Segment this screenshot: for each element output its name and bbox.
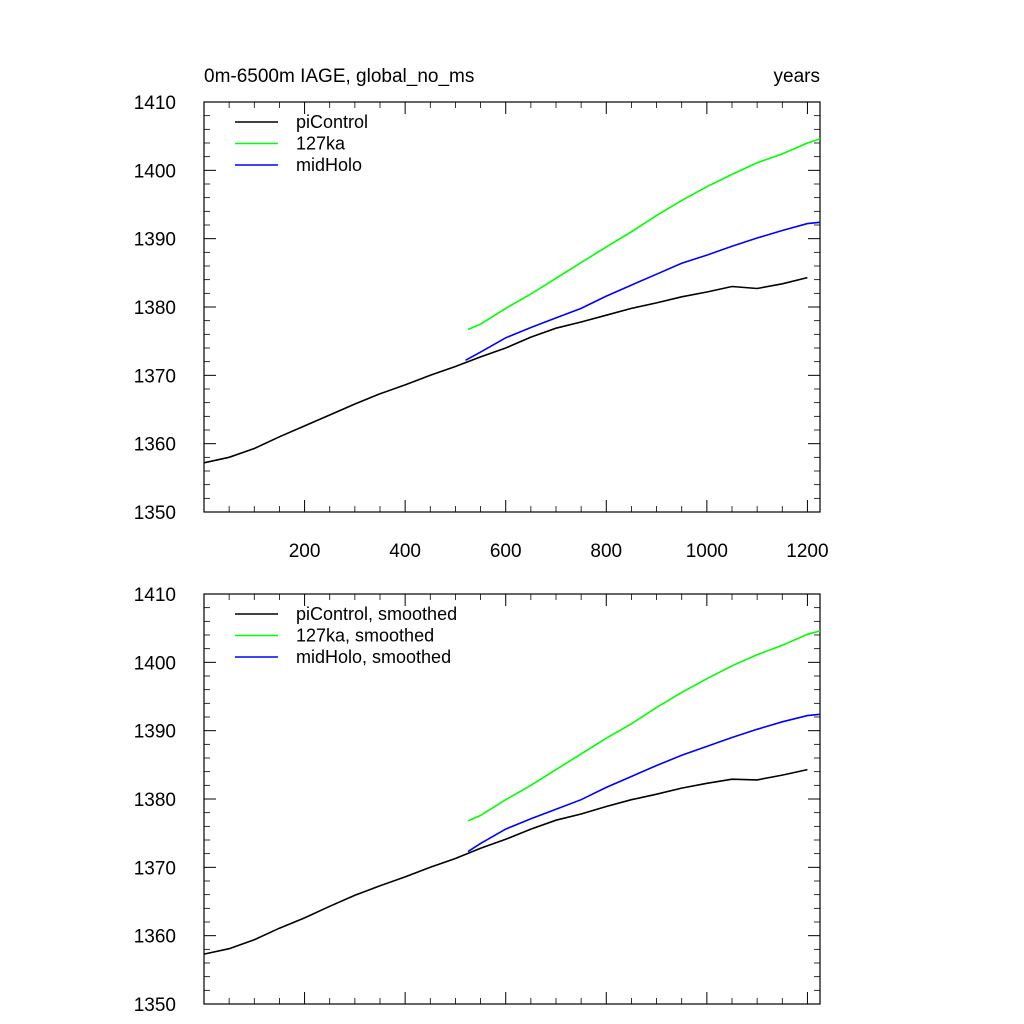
y-tick-label: 1360 [134,435,176,456]
legend-label: 127ka [296,134,346,154]
series-line-2 [465,221,821,362]
y-tick-label: 1390 [134,230,176,251]
top-panel: 0m-6500m IAGE, global_no_ms years 135013… [134,66,829,562]
y-tick-label: 1370 [134,858,176,879]
series-line-2 [467,713,821,853]
y-tick-label: 1410 [134,93,176,114]
y-tick-label: 1400 [134,161,176,182]
x-tick-label: 800 [590,541,622,562]
series-lines-top [203,138,821,464]
x-tick-label: 400 [389,541,421,562]
x-tick-label: 200 [289,541,321,562]
y-tick-label: 1410 [134,585,176,606]
axes-top: 1350 1360 1370 1380 1390 1400 1410 200 400 600 800… [134,93,829,562]
y-tick-label: 1400 [134,653,176,674]
chart-title: 0m-6500m IAGE, global_no_ms [204,66,474,87]
legend-label: midHolo, smoothed [296,647,451,667]
x-tick-label: 1200 [786,541,828,562]
y-tick-label: 1350 [134,503,176,524]
y-tick-label: 1350 [134,995,176,1016]
series-line-0 [203,276,808,464]
y-tick-label: 1380 [134,298,176,319]
legend-label: piControl, smoothed [296,604,457,624]
y-tick-label: 1380 [134,790,176,811]
x-tick-label: 1000 [686,541,728,562]
series-lines-bottom [203,630,821,955]
y-tick-label: 1390 [134,722,176,743]
x-tick-label: 600 [490,541,522,562]
bottom-panel: 1350 1360 1370 1380 1390 1400 1410 piControl, … [134,585,821,1016]
legend-label: piControl [296,112,368,132]
y-tick-label: 1370 [134,366,176,387]
legend-label: midHolo [296,155,362,175]
series-line-0 [203,768,808,955]
legend-label: 127ka, smoothed [296,626,434,646]
series-line-1 [467,630,821,822]
series-line-1 [467,138,821,331]
y-tick-label: 1360 [134,927,176,948]
axes-bottom: 1350 1360 1370 1380 1390 1400 1410 [134,585,821,1016]
chart-title-right: years [774,66,820,87]
